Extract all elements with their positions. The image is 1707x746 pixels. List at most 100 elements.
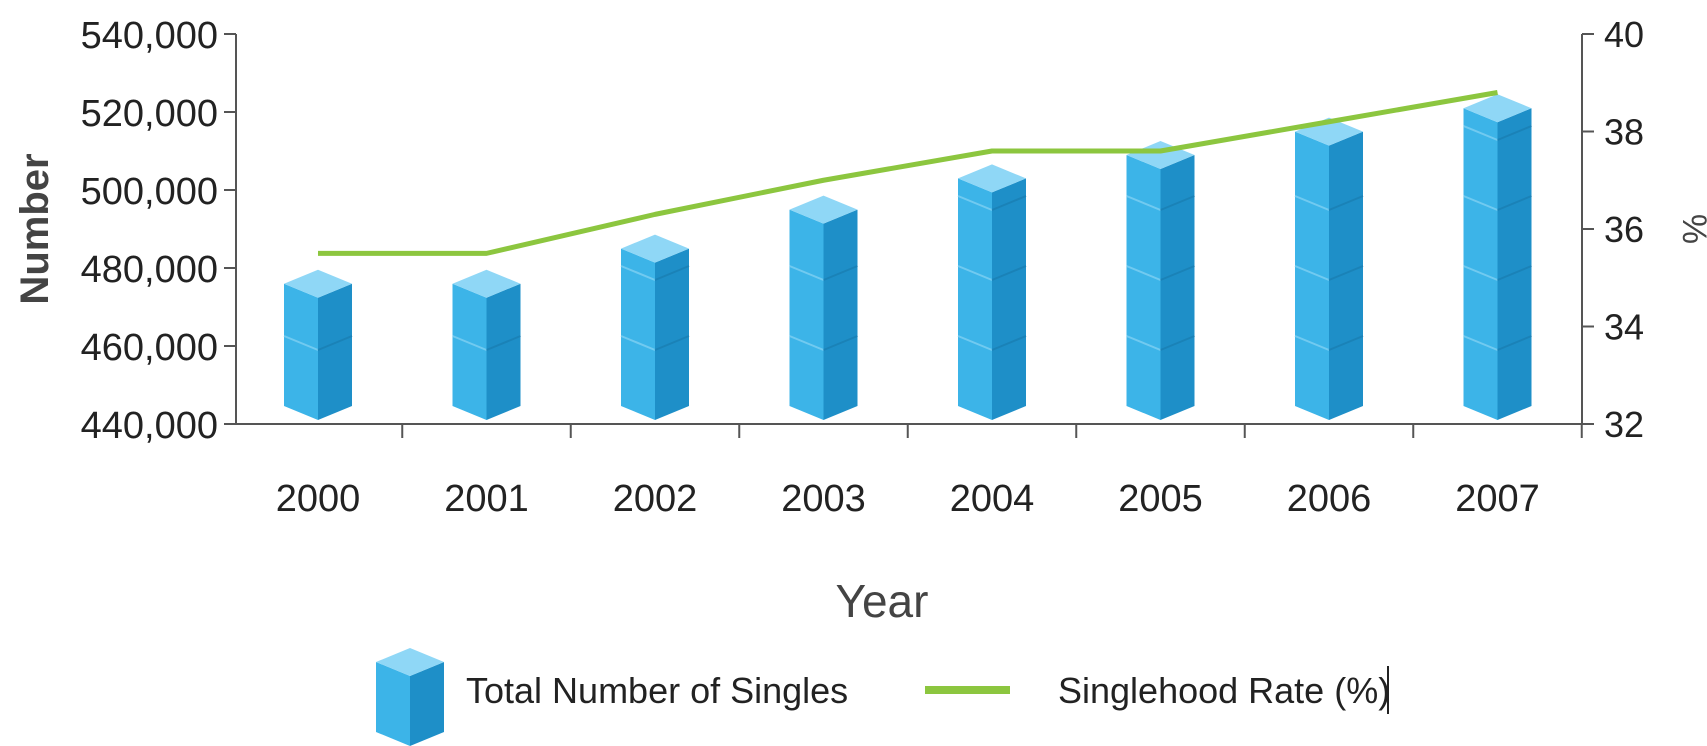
ticks-layer: 440,000 460,000 480,000 500,000 520,000 540,0… [81, 14, 1644, 520]
bar-2001 [452, 269, 521, 420]
bar-seam [452, 335, 487, 351]
y-tick-label: 520,000 [81, 93, 218, 135]
axes-layer [235, 34, 1583, 425]
x-tick-label: 2006 [1287, 478, 1372, 520]
bar-seam [789, 335, 824, 351]
bar-seam [1463, 195, 1498, 211]
bar-seam [1126, 265, 1161, 281]
bar-seam [957, 335, 993, 351]
bar-seam [620, 265, 656, 281]
bar-seam [1497, 265, 1532, 281]
bar-2004-top [958, 164, 1026, 193]
bar-seam [957, 265, 993, 281]
y-tick-label: 500,000 [81, 171, 218, 213]
y-tick-label: 460,000 [81, 327, 218, 369]
bar-seam [1497, 335, 1532, 351]
bar-seam [957, 195, 993, 211]
line-layer [317, 90, 1498, 256]
x-tick-label: 2001 [444, 478, 529, 520]
y2-tick-label: 34 [1604, 307, 1644, 348]
bar-2003-front [789, 209, 824, 420]
legend-cube-front [376, 662, 410, 746]
x-tick-label: 2004 [950, 478, 1035, 520]
bar-seam [317, 335, 353, 351]
bar-seam [991, 195, 1027, 211]
bar-2005 [1126, 141, 1195, 420]
bar-2007 [1463, 94, 1532, 420]
bar-2001-front [452, 283, 487, 420]
bar-2006-top [1295, 117, 1363, 146]
legend-cube-top [376, 648, 444, 676]
x-tick-label: 2005 [1118, 478, 1203, 520]
bar-seam [789, 265, 824, 281]
bar-seam [1463, 265, 1498, 281]
bar-2001-top [452, 269, 521, 298]
bar-seam [283, 335, 319, 351]
y2-tick-label: 40 [1604, 14, 1644, 55]
bar-2006-front [1295, 131, 1329, 420]
bar-2000-front [284, 283, 318, 420]
bar-seam [1463, 125, 1498, 141]
bar-seam [1126, 335, 1161, 351]
bar-seam [1328, 265, 1364, 281]
bar-seam [1497, 195, 1532, 211]
bar-2003-side [823, 209, 858, 420]
bar-2004-front [958, 178, 992, 420]
bar-2007-side [1497, 108, 1532, 420]
legend: Total Number of Singles Singlehood Rate … [376, 648, 1390, 746]
y-tick-label: 480,000 [81, 249, 218, 291]
y-tick-label: 540,000 [81, 15, 218, 57]
bar-2006 [1294, 117, 1364, 420]
bar-seam [1294, 195, 1330, 211]
bar-seam [1497, 125, 1532, 141]
bar-2007-top [1463, 94, 1532, 123]
bar-2000-top [284, 269, 352, 298]
bar-seam [823, 265, 858, 281]
bar-seam [1160, 335, 1195, 351]
bar-2004-side [992, 178, 1026, 420]
bar-2001-side [486, 283, 521, 420]
bar-seam [991, 265, 1027, 281]
bar-2006-side [1329, 131, 1363, 420]
y2-tick-label: 36 [1604, 209, 1644, 250]
singlehood-rate-line [318, 90, 1498, 256]
x-tick-label: 2000 [276, 478, 361, 520]
bar-2000 [283, 269, 353, 420]
y-tick-label: 440,000 [81, 405, 218, 447]
y2-tick-label: 38 [1604, 112, 1644, 153]
bar-seam [991, 335, 1027, 351]
bar-2003 [789, 195, 858, 420]
bar-2002-front [621, 248, 655, 420]
bar-seam [1463, 335, 1498, 351]
bar-2005-front [1126, 155, 1161, 420]
x-tick-label: 2007 [1455, 478, 1540, 520]
bar-2003-top [789, 195, 858, 224]
bar-seam [1294, 335, 1330, 351]
bar-seam [654, 335, 690, 351]
bar-seam [1294, 265, 1330, 281]
x-axis-title: Year [836, 575, 929, 627]
x-tick-label: 2003 [781, 478, 866, 520]
y2-axis-title: % [1675, 214, 1707, 244]
legend-cube [376, 648, 444, 746]
bar-2002 [620, 234, 690, 420]
bars-layer [283, 94, 1532, 420]
bar-seam [1160, 195, 1195, 211]
x-tick-label: 2002 [613, 478, 698, 520]
bar-seam [1160, 265, 1195, 281]
bar-seam [620, 335, 656, 351]
bar-2007-front [1463, 108, 1498, 420]
y2-tick-label: 32 [1604, 404, 1644, 445]
bar-2000-side [318, 283, 352, 420]
bar-2004 [957, 164, 1027, 420]
y-axis-title: Number [13, 153, 57, 304]
legend-cube-side [410, 662, 444, 746]
legend-bar-icon [376, 648, 444, 746]
bar-seam [823, 335, 858, 351]
bar-seam [654, 265, 690, 281]
bar-seam [486, 335, 521, 351]
bar-seam [1328, 195, 1364, 211]
bar-seam [1328, 335, 1364, 351]
bar-2005-side [1160, 155, 1195, 420]
